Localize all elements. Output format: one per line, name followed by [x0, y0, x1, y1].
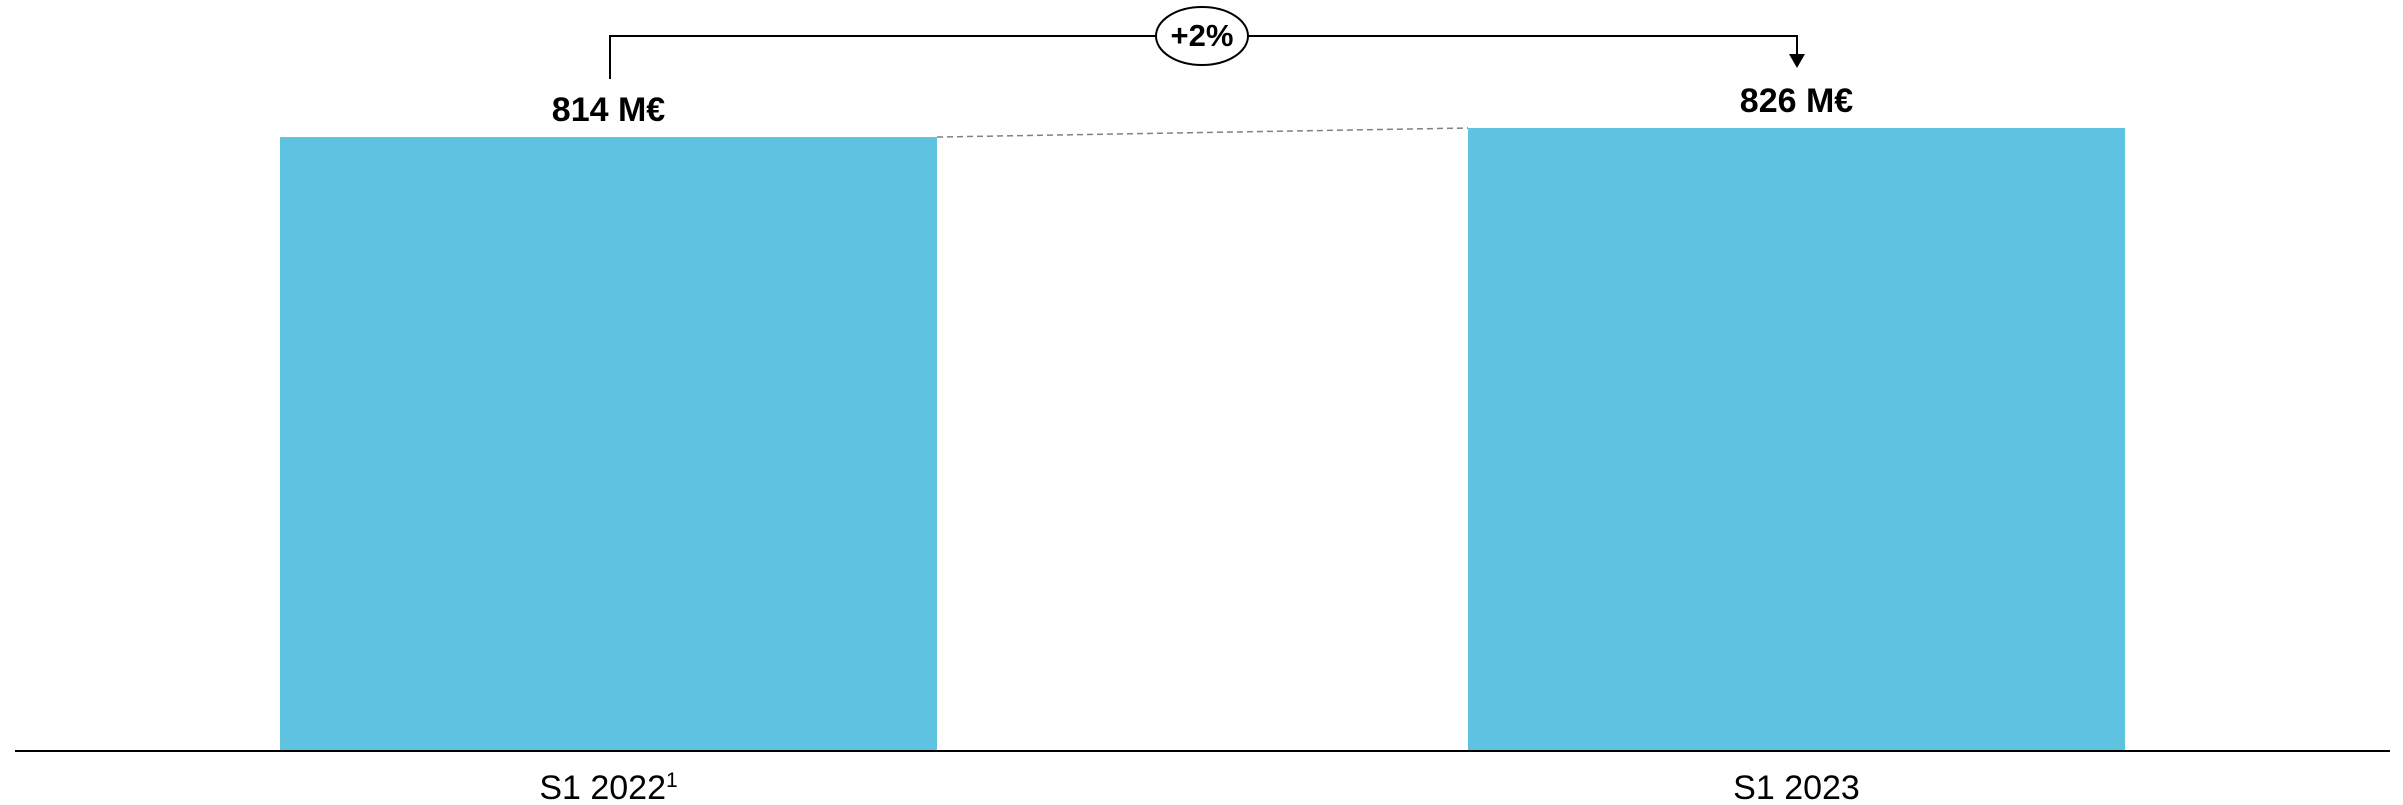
change-annotation: +2%	[609, 6, 1805, 79]
category-label-2: S1 2023	[1733, 769, 1860, 805]
category-label-1: S1 20221	[539, 769, 677, 805]
category-labels-group: S1 20221 S1 2023	[539, 769, 1860, 805]
value-labels-group: 814 M€ 826 M€	[552, 82, 1853, 129]
data-label-2: 826 M€	[1740, 82, 1853, 120]
change-percent-label: +2%	[1171, 18, 1234, 53]
footnote-superscript: 1	[666, 769, 678, 792]
change-bracket-right	[1248, 35, 1798, 56]
data-label-1: 814 M€	[552, 91, 665, 129]
change-bracket-left	[609, 35, 1156, 79]
bar-2	[1468, 128, 2125, 751]
change-ellipse	[1155, 6, 1249, 66]
bar-1	[280, 137, 937, 751]
category-label-text: S1 2023	[1733, 769, 1860, 805]
category-label-text: S1 2022	[539, 769, 666, 805]
arrow-head-icon	[1789, 54, 1805, 68]
dashed-connector-line	[936, 127, 1469, 138]
bars-group	[280, 128, 2125, 751]
